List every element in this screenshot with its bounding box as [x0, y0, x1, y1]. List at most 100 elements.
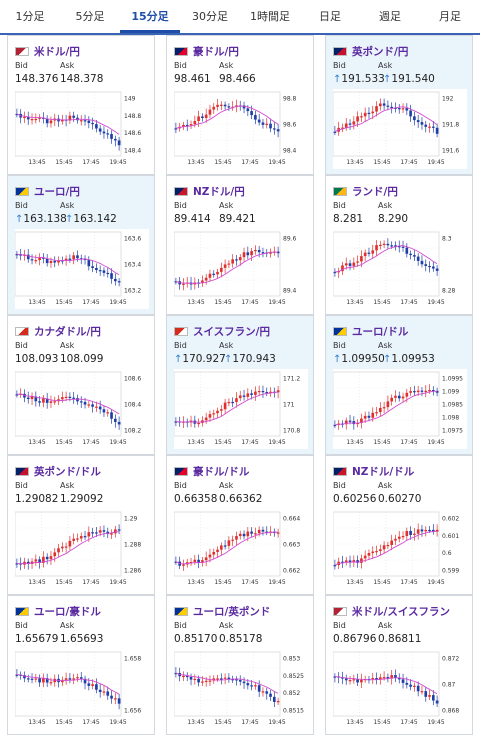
candle — [64, 546, 68, 548]
candle — [49, 260, 53, 264]
rate-card[interactable]: ユーロ/ドル Bid Ask ↑1.09950 ↑1.09953 1.0995 1.099 1… — [325, 315, 473, 455]
candle — [87, 260, 91, 267]
rate-card[interactable]: 英ポンド/円 Bid Ask ↑191.533 ↑191.540 192 191.8 191.… — [325, 35, 473, 175]
candle — [42, 556, 45, 563]
currency-pair-label[interactable]: 豪ドル/円 — [174, 44, 239, 59]
candlestick-chart[interactable]: 1.29 1.288 1.286 13:45 15:45 17:45 19:45 — [15, 509, 149, 589]
candle — [386, 401, 390, 408]
tab-5[interactable]: 日足 — [319, 10, 341, 23]
rate-card[interactable]: NZドル/円 Bid Ask 89.414 89.421 89.6 89.4 13:45 15:… — [166, 175, 314, 315]
candle — [428, 265, 431, 268]
rate-card[interactable]: スイスフラン/円 Bid Ask ↑170.927 ↑170.943 171.2 171 17… — [166, 315, 314, 455]
candle — [382, 103, 386, 106]
candle — [15, 563, 19, 565]
currency-pair-label[interactable]: ユーロ/英ポンド — [174, 604, 270, 619]
candle — [113, 278, 117, 282]
candle — [95, 124, 98, 129]
candle — [193, 121, 197, 125]
rate-card[interactable]: ユーロ/円 Bid Ask ↑163.138 ↑163.142 163.6 163.4 163… — [7, 175, 155, 315]
candle — [356, 116, 359, 122]
rate-card[interactable]: 豪ドル/ドル Bid Ask 0.66358 0.66362 0.664 0.663 0.66… — [166, 455, 314, 595]
currency-pair-label[interactable]: ユーロ/円 — [15, 184, 80, 199]
currency-pair-label[interactable]: 米ドル/スイスフラン — [333, 604, 450, 619]
y-tick-label: 8.3 — [442, 236, 452, 243]
candle — [227, 677, 231, 680]
candle — [435, 390, 439, 393]
rate-card[interactable]: ユーロ/英ポンド Bid Ask 0.85170 0.85178 0.853 0.8525 0… — [166, 595, 314, 735]
rate-card[interactable]: 豪ドル/円 Bid Ask 98.461 98.466 98.8 98.6 98.4 13:45… — [166, 35, 314, 175]
candlestick-chart[interactable]: 163.6 163.4 163.2 13:45 15:45 17:45 19:45 — [15, 229, 149, 309]
ask-label: Ask — [219, 61, 234, 70]
candle — [371, 412, 375, 418]
candle — [416, 685, 420, 692]
candle — [386, 677, 390, 679]
candle — [79, 677, 83, 679]
bid-label: Bid — [333, 481, 346, 490]
tab-0[interactable]: 1分足 — [15, 10, 45, 23]
currency-pair-label[interactable]: 英ポンド/円 — [333, 44, 408, 59]
candle — [413, 391, 416, 393]
rate-card[interactable]: 米ドル/円 Bid Ask 148.376 148.378 149 148.8 148.6 14… — [7, 35, 155, 175]
candle — [91, 404, 94, 407]
candlestick-chart[interactable]: 0.664 0.663 0.662 13:45 15:45 17:45 19:45 — [174, 509, 308, 589]
tab-6[interactable]: 週足 — [379, 10, 401, 23]
candle — [174, 561, 178, 563]
candle — [231, 539, 235, 541]
rate-card[interactable]: ランド/円 Bid Ask 8.281 8.290 8.3 8.28 13:45 15:45 17… — [325, 175, 473, 315]
candlestick-chart[interactable]: 192 191.8 191.6 13:45 15:45 17:45 19:45 — [333, 89, 467, 169]
rate-card[interactable]: NZドル/ドル Bid Ask 0.60256 0.60270 0.602 0.601 0.6… — [325, 455, 473, 595]
currency-pair-label[interactable]: ユーロ/ドル — [333, 324, 408, 339]
currency-pair-label[interactable]: NZドル/円 — [174, 184, 245, 199]
rate-card[interactable]: カナダドル/円 Bid Ask 108.093 108.099 108.6 108.4 108… — [7, 315, 155, 455]
currency-pair-label[interactable]: 豪ドル/ドル — [174, 464, 249, 479]
rate-card[interactable]: ユーロ/豪ドル Bid Ask 1.65679 1.65693 1.658 1.656 13:… — [7, 595, 155, 735]
candle — [416, 529, 420, 534]
currency-pair-label[interactable]: カナダドル/円 — [15, 324, 101, 339]
up-arrow-icon: ↑ — [65, 214, 74, 225]
candle — [238, 533, 242, 537]
tab-2[interactable]: 15分足 — [120, 0, 180, 33]
currency-pair-label[interactable]: ランド/円 — [333, 184, 398, 199]
rate-card[interactable]: 英ポンド/ドル Bid Ask 1.29082 1.29092 1.29 1.288 1.28… — [7, 455, 155, 595]
tab-1[interactable]: 5分足 — [75, 10, 105, 23]
candle — [394, 675, 397, 678]
candlestick-chart[interactable]: 108.6 108.4 108.2 13:45 15:45 17:45 19:45 — [15, 369, 149, 449]
bid-label: Bid — [174, 621, 187, 630]
candlestick-chart[interactable]: 171.2 171 170.8 13:45 15:45 17:45 19:45 — [174, 369, 308, 449]
currency-pair-label[interactable]: 米ドル/円 — [15, 44, 80, 59]
bid-label: Bid — [174, 201, 187, 210]
candle — [227, 106, 231, 108]
rate-card[interactable]: 米ドル/スイスフラン Bid Ask 0.86796 0.86811 0.872 0.87 0… — [325, 595, 473, 735]
currency-pair-label[interactable]: 英ポンド/ドル — [15, 464, 101, 479]
tab-4[interactable]: 1時間足 — [250, 10, 290, 23]
candlestick-chart[interactable]: 1.0995 1.099 1.0985 1.098 1.0975 13:45 15:45 17… — [333, 369, 467, 449]
tab-3[interactable]: 30分足 — [192, 10, 228, 23]
x-tick-label: 17:45 — [400, 159, 417, 166]
candlestick-chart[interactable]: 8.3 8.28 13:45 15:45 17:45 19:45 — [333, 229, 467, 309]
candlestick-chart[interactable]: 98.8 98.6 98.4 13:45 15:45 17:45 19:45 — [174, 89, 308, 169]
candlestick-chart[interactable]: 0.853 0.8525 0.852 0.8515 13:45 15:45 17:45 19:… — [174, 649, 308, 729]
tab-7[interactable]: 月足 — [439, 10, 461, 23]
candlestick-chart[interactable]: 89.6 89.4 13:45 15:45 17:45 19:45 — [174, 229, 308, 309]
currency-pair-label[interactable]: NZドル/ドル — [333, 464, 414, 479]
candle — [420, 691, 424, 693]
x-tick-label: 19:45 — [268, 439, 285, 446]
candle — [367, 415, 371, 418]
candle — [257, 685, 261, 692]
x-tick-label: 15:45 — [214, 159, 231, 166]
candle — [23, 116, 26, 119]
candle — [34, 396, 38, 402]
currency-pair-label[interactable]: ユーロ/豪ドル — [15, 604, 101, 619]
candlestick-chart[interactable]: 0.872 0.87 0.868 13:45 15:45 17:45 19:45 — [333, 649, 467, 729]
currency-pair-label[interactable]: スイスフラン/円 — [174, 324, 270, 339]
candle — [261, 529, 265, 532]
candlestick-chart[interactable]: 149 148.8 148.6 148.4 13:45 15:45 17:45 19:45 — [15, 89, 149, 169]
candle — [45, 118, 49, 124]
x-tick-label: 17:45 — [241, 299, 258, 306]
candle — [413, 533, 416, 535]
candle — [416, 120, 420, 123]
candlestick-chart[interactable]: 0.602 0.601 0.6 0.599 13:45 15:45 17:45 19:45 — [333, 509, 467, 589]
candle — [113, 698, 117, 700]
candle — [235, 536, 238, 540]
candlestick-chart[interactable]: 1.658 1.656 13:45 15:45 17:45 19:45 — [15, 649, 149, 729]
